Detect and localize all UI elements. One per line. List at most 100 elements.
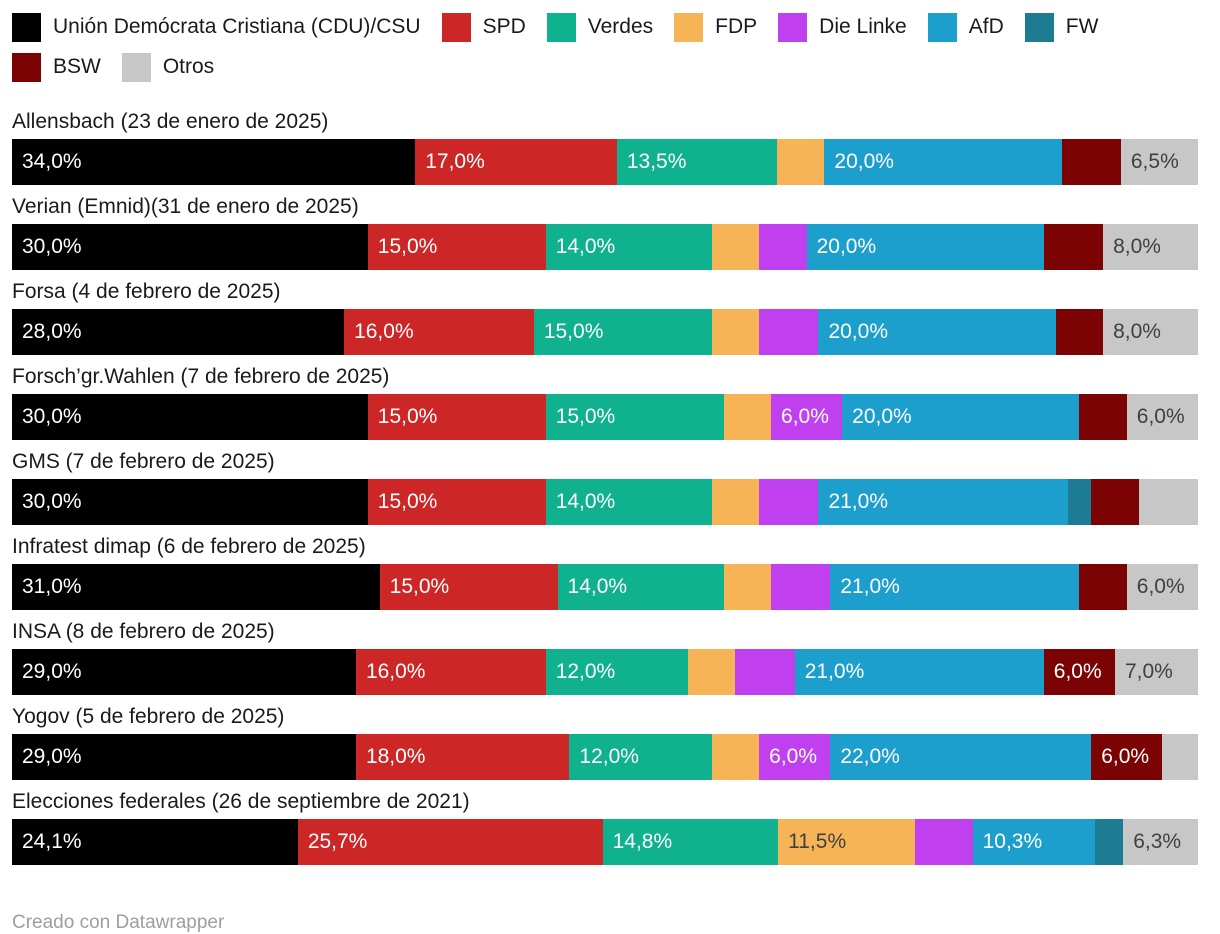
bar-segment-spd[interactable]: 15,0% <box>367 479 546 525</box>
bar-segment-cdu-csu[interactable]: 30,0% <box>12 224 368 270</box>
bar-segment-die-linke[interactable] <box>735 649 795 695</box>
datawrapper-credit[interactable]: Creado con Datawrapper <box>12 912 225 933</box>
legend-label-bsw: BSW <box>53 55 101 78</box>
bar-segment-label: 12,0% <box>555 660 616 683</box>
bar-segment-label: 29,0% <box>22 745 82 768</box>
poll-row-title: Forsa (4 de febrero de 2025) <box>12 280 281 303</box>
chart-rows: Allensbach (23 de enero de 2025) 34,0% 17,… <box>12 109 1220 865</box>
bar-segment-bsw[interactable] <box>1079 394 1127 440</box>
bar-segment-label: 15,0% <box>377 405 438 428</box>
bar-segment-verdes[interactable]: 14,0% <box>545 479 712 525</box>
legend-item-afd: AfD <box>927 12 1004 42</box>
bar-segment-cdu-csu[interactable]: 29,0% <box>12 649 356 695</box>
bar-segment-otros[interactable]: 7,0% <box>1114 649 1198 695</box>
bar-segment-verdes[interactable]: 14,0% <box>557 564 724 610</box>
legend-item-bsw: BSW <box>12 52 101 82</box>
poll-row: Yogov (5 de febrero de 2025) 29,0% 18,0% 12… <box>12 704 1220 780</box>
bar-segment-die-linke[interactable] <box>759 479 819 525</box>
bar-segment-afd[interactable]: 20,0% <box>824 139 1062 185</box>
bar-segment-otros[interactable]: 8,0% <box>1103 224 1198 270</box>
bar-segment-fdp[interactable] <box>711 479 760 525</box>
bar-segment-label: 30,0% <box>22 490 82 513</box>
bar-segment-bsw[interactable]: 6,0% <box>1091 734 1163 780</box>
bar-segment-bsw[interactable] <box>1043 224 1104 270</box>
bar-segment-die-linke[interactable] <box>759 224 807 270</box>
bar-segment-label: 30,0% <box>22 235 82 258</box>
bar-segment-die-linke[interactable] <box>914 819 973 865</box>
bar-segment-spd[interactable]: 18,0% <box>355 734 570 780</box>
bar-segment-verdes[interactable]: 13,5% <box>616 139 777 185</box>
bar-segment-afd[interactable]: 21,0% <box>830 564 1080 610</box>
bar-segment-bsw[interactable] <box>1061 139 1121 185</box>
stacked-bar: 29,0% 16,0% 12,0% 21,0% 6,0% 7,0% <box>12 649 1198 695</box>
bar-segment-bsw[interactable] <box>1091 479 1139 525</box>
stacked-bar: 30,0% 15,0% 14,0% 20,0% 8,0% <box>12 224 1198 270</box>
bar-segment-spd[interactable]: 15,0% <box>379 564 558 610</box>
bar-segment-afd[interactable]: 21,0% <box>818 479 1068 525</box>
bar-segment-afd[interactable]: 21,0% <box>794 649 1044 695</box>
bar-segment-bsw[interactable]: 6,0% <box>1043 649 1115 695</box>
bar-segment-verdes[interactable]: 14,8% <box>602 819 779 865</box>
bar-segment-afd[interactable]: 10,3% <box>972 819 1095 865</box>
bar-segment-cdu-csu[interactable]: 30,0% <box>12 479 368 525</box>
bar-segment-label: 11,5% <box>788 830 847 853</box>
bar-segment-fdp[interactable] <box>688 649 736 695</box>
bar-segment-fdp[interactable] <box>711 734 760 780</box>
bar-segment-fdp[interactable] <box>711 224 760 270</box>
bar-segment-cdu-csu[interactable]: 34,0% <box>12 139 416 185</box>
legend-item-otros: Otros <box>121 52 214 82</box>
bar-segment-fdp[interactable] <box>711 309 760 355</box>
bar-segment-die-linke[interactable]: 6,0% <box>759 734 831 780</box>
bar-segment-cdu-csu[interactable]: 30,0% <box>12 394 368 440</box>
legend-label-fdp: FDP <box>715 15 758 38</box>
bar-segment-spd[interactable]: 15,0% <box>367 394 546 440</box>
bar-segment-bsw[interactable] <box>1055 309 1104 355</box>
bar-segment-afd[interactable]: 20,0% <box>806 224 1044 270</box>
bar-segment-otros[interactable]: 6,3% <box>1123 819 1198 865</box>
bar-segment-otros[interactable]: 6,0% <box>1126 564 1198 610</box>
bar-segment-verdes[interactable]: 12,0% <box>569 734 712 780</box>
bar-segment-cdu-csu[interactable]: 28,0% <box>12 309 345 355</box>
bar-segment-cdu-csu[interactable]: 24,1% <box>12 819 298 865</box>
bar-segment-die-linke[interactable]: 6,0% <box>771 394 843 440</box>
bar-segment-verdes[interactable]: 14,0% <box>545 224 712 270</box>
bar-segment-cdu-csu[interactable]: 31,0% <box>12 564 380 610</box>
bar-segment-otros[interactable]: 8,0% <box>1103 309 1198 355</box>
bar-segment-fw[interactable] <box>1094 819 1124 865</box>
bar-segment-fdp[interactable] <box>723 394 772 440</box>
bar-segment-afd[interactable]: 20,0% <box>842 394 1080 440</box>
bar-segment-die-linke[interactable] <box>771 564 831 610</box>
bar-segment-verdes[interactable]: 12,0% <box>545 649 688 695</box>
stacked-bar: 29,0% 18,0% 12,0% 6,0% 22,0% 6,0% <box>12 734 1198 780</box>
poll-row-title: GMS (7 de febrero de 2025) <box>12 450 275 473</box>
bar-segment-spd[interactable]: 25,7% <box>297 819 603 865</box>
bar-segment-afd[interactable]: 22,0% <box>830 734 1092 780</box>
poll-row: GMS (7 de febrero de 2025) 30,0% 15,0% 14,0… <box>12 449 1220 525</box>
legend-swatch-fdp <box>674 12 704 42</box>
bar-segment-otros[interactable]: 6,0% <box>1126 394 1198 440</box>
legend-item-verdes: Verdes <box>546 12 653 42</box>
bar-segment-spd[interactable]: 16,0% <box>355 649 546 695</box>
legend-label-afd: AfD <box>968 15 1004 38</box>
bar-segment-cdu-csu[interactable]: 29,0% <box>12 734 356 780</box>
bar-segment-spd[interactable]: 17,0% <box>415 139 617 185</box>
bar-segment-die-linke[interactable] <box>759 309 819 355</box>
stacked-bar: 34,0% 17,0% 13,5% 20,0% 6,5% <box>12 139 1198 185</box>
bar-segment-afd[interactable]: 20,0% <box>818 309 1056 355</box>
bar-segment-otros[interactable]: 6,5% <box>1120 139 1198 185</box>
bar-segment-otros[interactable] <box>1162 734 1198 780</box>
bar-segment-bsw[interactable] <box>1079 564 1127 610</box>
bar-segment-fw[interactable] <box>1067 479 1092 525</box>
bar-segment-otros[interactable] <box>1138 479 1198 525</box>
bar-segment-fdp[interactable] <box>776 139 825 185</box>
bar-segment-label: 14,0% <box>555 235 616 258</box>
bar-segment-verdes[interactable]: 15,0% <box>533 309 712 355</box>
bar-segment-fdp[interactable]: 11,5% <box>778 819 915 865</box>
bar-segment-fdp[interactable] <box>723 564 772 610</box>
bar-segment-label: 15,0% <box>377 235 438 258</box>
bar-segment-spd[interactable]: 15,0% <box>367 224 546 270</box>
bar-segment-verdes[interactable]: 15,0% <box>545 394 724 440</box>
poll-row-title: Infratest dimap (6 de febrero de 2025) <box>12 535 366 558</box>
bar-segment-label: 6,0% <box>1053 660 1102 683</box>
bar-segment-spd[interactable]: 16,0% <box>344 309 534 355</box>
